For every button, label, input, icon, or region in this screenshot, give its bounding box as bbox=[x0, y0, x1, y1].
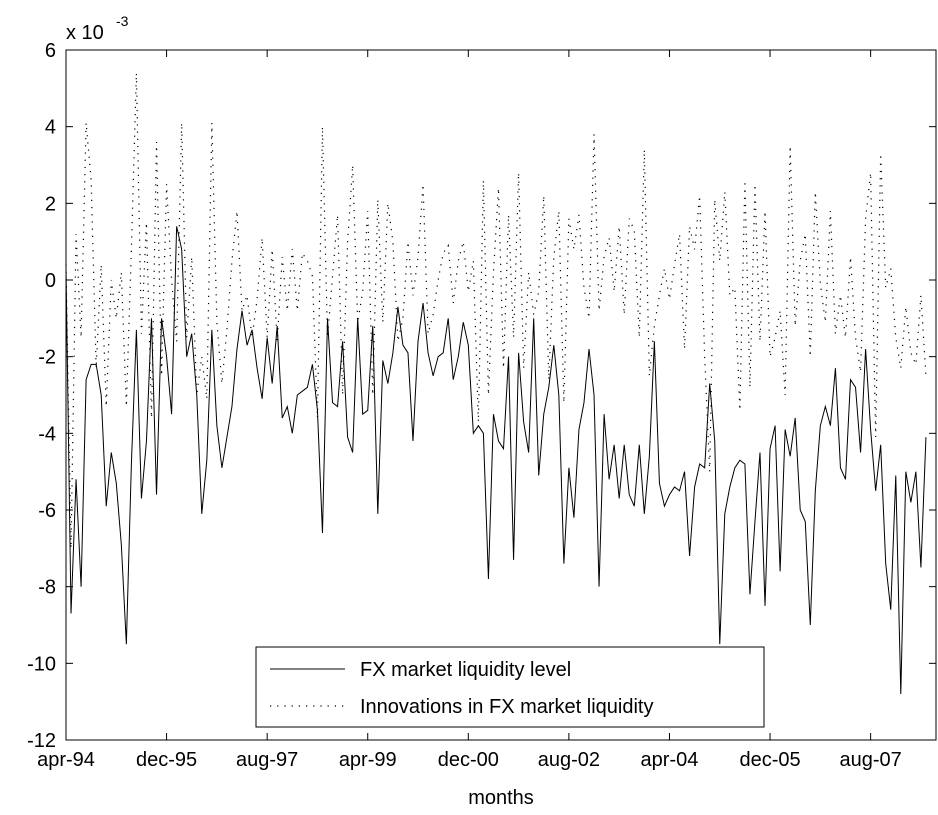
y-tick-label: 4 bbox=[45, 117, 56, 139]
x-tick-label: dec-00 bbox=[438, 749, 499, 771]
y-axis-exponent-power: -3 bbox=[116, 13, 129, 29]
x-axis-label: months bbox=[468, 787, 534, 809]
y-tick-label: -4 bbox=[38, 423, 56, 445]
x-tick-label: aug-07 bbox=[839, 749, 901, 771]
x-tick-label: aug-02 bbox=[538, 749, 600, 771]
x-tick-label: dec-95 bbox=[136, 749, 197, 771]
y-axis: -12 -10 -8 -6 -4 -2 0 2 4 6 bbox=[27, 40, 936, 752]
plot-area bbox=[65, 72, 927, 695]
y-tick-label: 6 bbox=[45, 40, 56, 62]
y-tick-label: -12 bbox=[27, 730, 56, 752]
plot-frame bbox=[65, 49, 937, 741]
y-axis-exponent-base: x 10 bbox=[66, 22, 104, 44]
y-tick-label: 2 bbox=[45, 193, 56, 215]
y-tick-label: -2 bbox=[38, 347, 56, 369]
y-tick-label: 0 bbox=[45, 270, 56, 292]
series-line-liquidity-level bbox=[65, 226, 927, 695]
legend-label-innovations: Innovations in FX market liquidity bbox=[360, 696, 653, 718]
x-tick-label: dec-05 bbox=[739, 749, 800, 771]
x-tick-label: apr-04 bbox=[641, 749, 699, 771]
legend-box bbox=[255, 646, 765, 728]
legend: FX market liquidity level Innovations in… bbox=[255, 646, 765, 728]
x-tick-label: aug-97 bbox=[236, 749, 298, 771]
y-tick-label: -10 bbox=[27, 653, 56, 675]
y-tick-label: -8 bbox=[38, 577, 56, 599]
legend-label-level: FX market liquidity level bbox=[360, 659, 571, 681]
series-line-liquidity-innovations bbox=[65, 72, 927, 549]
x-tick-label: apr-99 bbox=[339, 749, 397, 771]
x-tick-label: apr-94 bbox=[37, 749, 95, 771]
y-tick-label: -6 bbox=[38, 500, 56, 522]
